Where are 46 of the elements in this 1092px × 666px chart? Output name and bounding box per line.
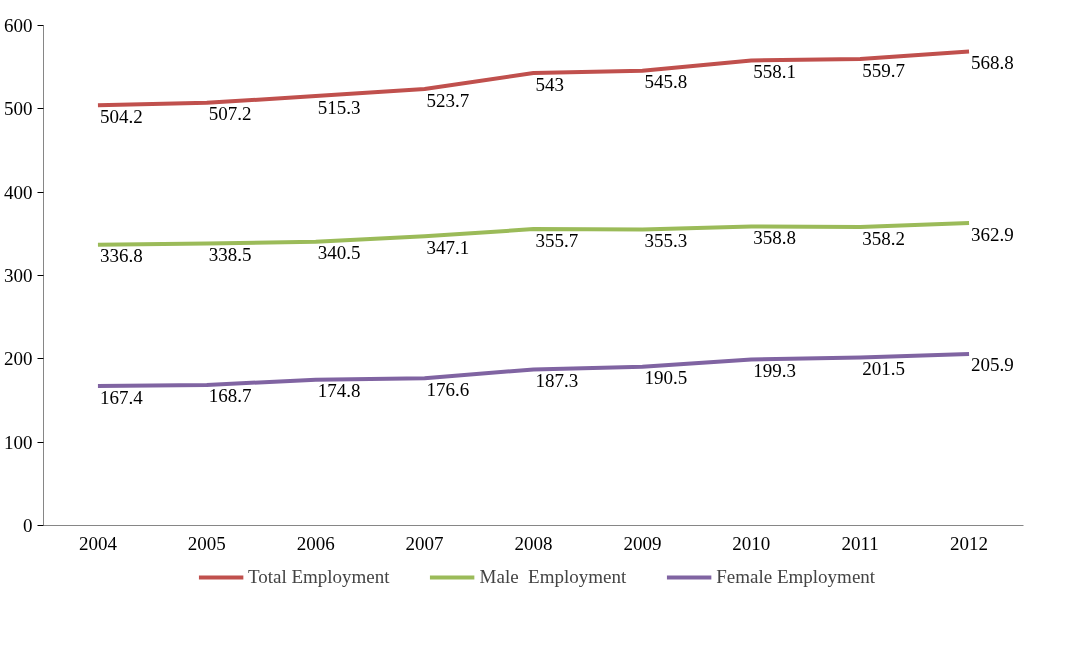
x-tick-label: 2007 (405, 532, 444, 554)
data-label: 176.6 (426, 378, 470, 400)
legend-label: Total Employment (247, 566, 390, 588)
y-tick-label: 300 (4, 265, 33, 286)
x-tick-label: 2011 (841, 532, 879, 554)
data-label: 336.8 (99, 245, 143, 267)
data-label: 523.7 (426, 89, 470, 111)
y-tick-label: 100 (4, 431, 33, 453)
data-label: 558.1 (753, 60, 797, 82)
data-label: 545.8 (644, 71, 688, 93)
data-label: 543 (535, 73, 564, 95)
data-label: 362.9 (971, 223, 1014, 245)
data-label: 187.3 (535, 369, 579, 391)
x-tick-label: 2008 (514, 532, 553, 554)
y-tick-label: 500 (4, 98, 33, 120)
data-label: 358.8 (753, 227, 797, 248)
data-label: 507.2 (208, 103, 252, 125)
data-label: 347.1 (426, 236, 470, 258)
x-tick-label: 2005 (187, 532, 226, 554)
x-tick-label: 2006 (296, 532, 335, 554)
data-label: 559.7 (862, 59, 905, 81)
data-label: 504.2 (99, 105, 143, 127)
legend-label: Male Employment (479, 566, 627, 588)
data-label: 338.5 (208, 243, 252, 265)
y-tick-label: 600 (4, 15, 33, 36)
x-tick-label: 2010 (732, 532, 771, 554)
data-label: 205.9 (971, 354, 1014, 376)
data-label: 568.8 (971, 52, 1014, 73)
y-tick-label: 400 (4, 181, 33, 203)
x-tick-label: 2009 (623, 532, 662, 554)
data-label: 355.3 (644, 229, 688, 251)
data-label: 358.2 (862, 227, 905, 249)
data-label: 515.3 (317, 96, 361, 118)
data-label: 199.3 (753, 359, 797, 381)
data-label: 355.7 (535, 229, 579, 251)
y-tick-label: 0 (23, 515, 33, 536)
data-label: 201.5 (862, 358, 905, 380)
data-label: 190.5 (644, 367, 688, 389)
legend-label: Female Employment (716, 566, 876, 588)
x-tick-label: 2012 (950, 532, 989, 554)
data-label: 174.8 (317, 380, 361, 402)
data-label: 168.7 (208, 385, 252, 407)
y-tick-label: 200 (4, 348, 33, 370)
data-label: 340.5 (317, 242, 361, 264)
data-label: 167.4 (99, 386, 144, 408)
x-tick-label: 2004 (78, 532, 118, 554)
